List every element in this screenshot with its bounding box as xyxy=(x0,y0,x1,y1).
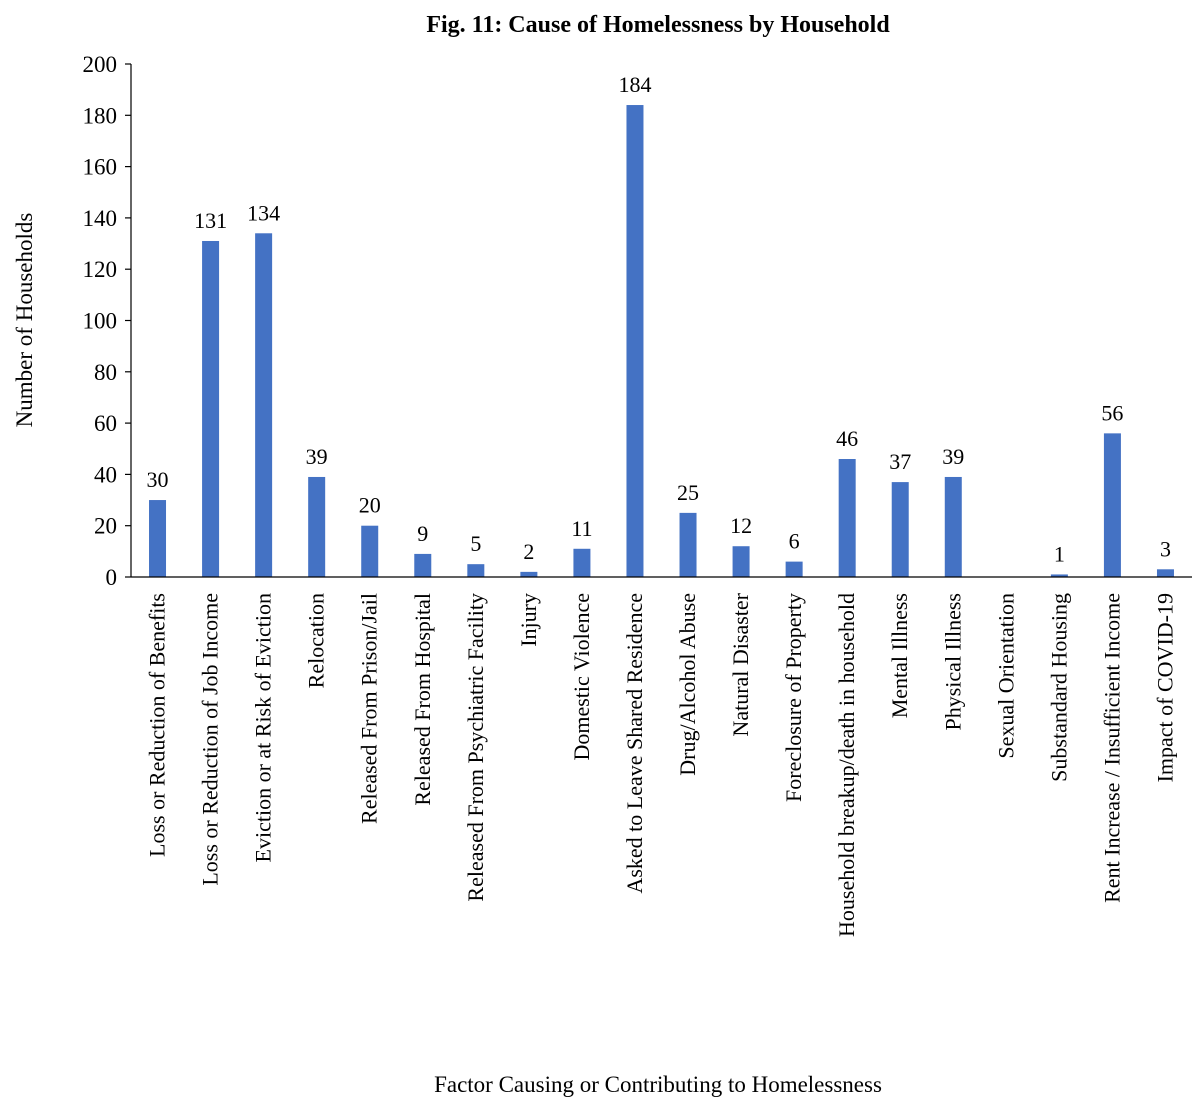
data-label: 30 xyxy=(147,467,169,492)
x-axis-label: Factor Causing or Contributing to Homele… xyxy=(434,1072,882,1097)
category-label: Released From Hospital xyxy=(410,593,435,806)
category-label: Impact of COVID-19 xyxy=(1152,593,1177,782)
data-label: 5 xyxy=(470,531,481,556)
data-label: 39 xyxy=(942,444,964,469)
category-label: Foreclosure of Property xyxy=(781,593,806,802)
data-label: 184 xyxy=(618,72,651,97)
data-label: 9 xyxy=(417,521,428,546)
y-tick-label: 100 xyxy=(83,309,118,334)
bar xyxy=(202,240,220,578)
bar xyxy=(1050,574,1068,577)
data-label: 46 xyxy=(836,426,858,451)
category-label: Relocation xyxy=(304,593,329,688)
bar xyxy=(467,564,485,577)
category-label: Substandard Housing xyxy=(1046,593,1071,782)
data-label: 20 xyxy=(359,493,381,518)
bar xyxy=(308,476,326,577)
y-axis-label: Number of Households xyxy=(12,213,37,428)
y-tick-label: 140 xyxy=(83,206,118,231)
bar xyxy=(626,105,644,577)
category-labels: Loss or Reduction of Benefits Loss or Red… xyxy=(145,592,1178,937)
category-label: Drug/Alcohol Abuse xyxy=(675,593,700,776)
category-label: Rent Increase / Insufficient Income xyxy=(1099,593,1124,903)
bar xyxy=(414,553,432,577)
category-label: Domestic Violence xyxy=(569,593,594,761)
chart-title: Fig. 11: Cause of Homelessness by Househ… xyxy=(426,12,890,38)
category-label: Released From Prison/Jail xyxy=(357,593,382,824)
category-label: Injury xyxy=(516,593,541,647)
category-label: Natural Disaster xyxy=(728,592,753,736)
data-label: 11 xyxy=(571,516,592,541)
data-label: 12 xyxy=(730,513,752,538)
data-label: 1 xyxy=(1054,541,1065,566)
y-axis-ticks: 0 20 40 60 80 100 120 140 160 180 200 xyxy=(83,52,131,590)
data-label: 2 xyxy=(523,539,534,564)
bar xyxy=(520,571,538,577)
category-label: Asked to Leave Shared Residence xyxy=(622,593,647,894)
data-labels: 30 131 134 39 20 9 5 2 11 184 25 12 6 46 37 39 1 56 3 xyxy=(147,72,1171,566)
bar xyxy=(944,476,962,577)
category-label: Loss or Reduction of Benefits xyxy=(145,593,170,857)
bar xyxy=(149,500,167,577)
bar xyxy=(1156,569,1174,577)
y-tick-label: 160 xyxy=(83,155,118,180)
data-label: 134 xyxy=(247,200,280,225)
category-label: Released From Psychiatric Facility xyxy=(463,593,488,902)
bar xyxy=(1103,433,1121,577)
category-label: Physical Illness xyxy=(940,593,965,731)
y-tick-label: 40 xyxy=(94,462,117,487)
category-label: Sexual Orientation xyxy=(993,593,1018,759)
y-tick-label: 20 xyxy=(94,514,117,539)
data-label: 39 xyxy=(306,444,328,469)
data-label: 25 xyxy=(677,480,699,505)
y-tick-label: 200 xyxy=(83,52,118,77)
bar xyxy=(255,233,273,578)
category-label: Household breakup/death in household xyxy=(834,593,859,937)
bar xyxy=(785,561,803,577)
y-tick-label: 80 xyxy=(94,360,117,385)
data-label: 3 xyxy=(1160,536,1171,561)
data-label: 37 xyxy=(889,449,911,474)
data-label: 56 xyxy=(1101,400,1123,425)
bar xyxy=(361,525,379,577)
y-tick-label: 0 xyxy=(106,565,118,590)
data-label: 131 xyxy=(194,208,227,233)
bar xyxy=(891,482,909,577)
y-tick-label: 180 xyxy=(83,103,118,128)
category-label: Eviction or at Risk of Eviction xyxy=(251,593,276,862)
data-label: 6 xyxy=(789,529,800,554)
bar xyxy=(679,512,697,577)
y-tick-label: 120 xyxy=(83,257,118,282)
bar xyxy=(732,546,750,577)
category-label: Loss or Reduction of Job Income xyxy=(198,593,223,886)
bar xyxy=(573,548,591,577)
category-label: Mental Illness xyxy=(887,593,912,718)
y-tick-label: 60 xyxy=(94,411,117,436)
bar xyxy=(838,459,856,577)
bars xyxy=(149,105,1174,578)
